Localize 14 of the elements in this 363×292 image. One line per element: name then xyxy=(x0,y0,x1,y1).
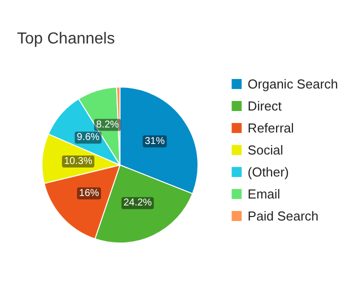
legend-label: Direct xyxy=(248,98,282,114)
legend-label: Email xyxy=(248,186,280,202)
chart-title: Top Channels xyxy=(17,30,115,48)
data-label: 10.3% xyxy=(64,156,92,167)
legend-label: Social xyxy=(248,142,284,158)
data-label: 16% xyxy=(79,188,100,199)
legend-label: (Other) xyxy=(248,164,289,180)
legend-label: Organic Search xyxy=(248,76,338,92)
data-label: 9.6% xyxy=(76,132,100,144)
data-label: 24.2% xyxy=(123,198,152,209)
data-label: 31% xyxy=(144,136,165,147)
legend-label: Referral xyxy=(248,120,294,136)
data-label: 8.2% xyxy=(96,119,120,130)
legend-label: Paid Search xyxy=(248,208,319,224)
